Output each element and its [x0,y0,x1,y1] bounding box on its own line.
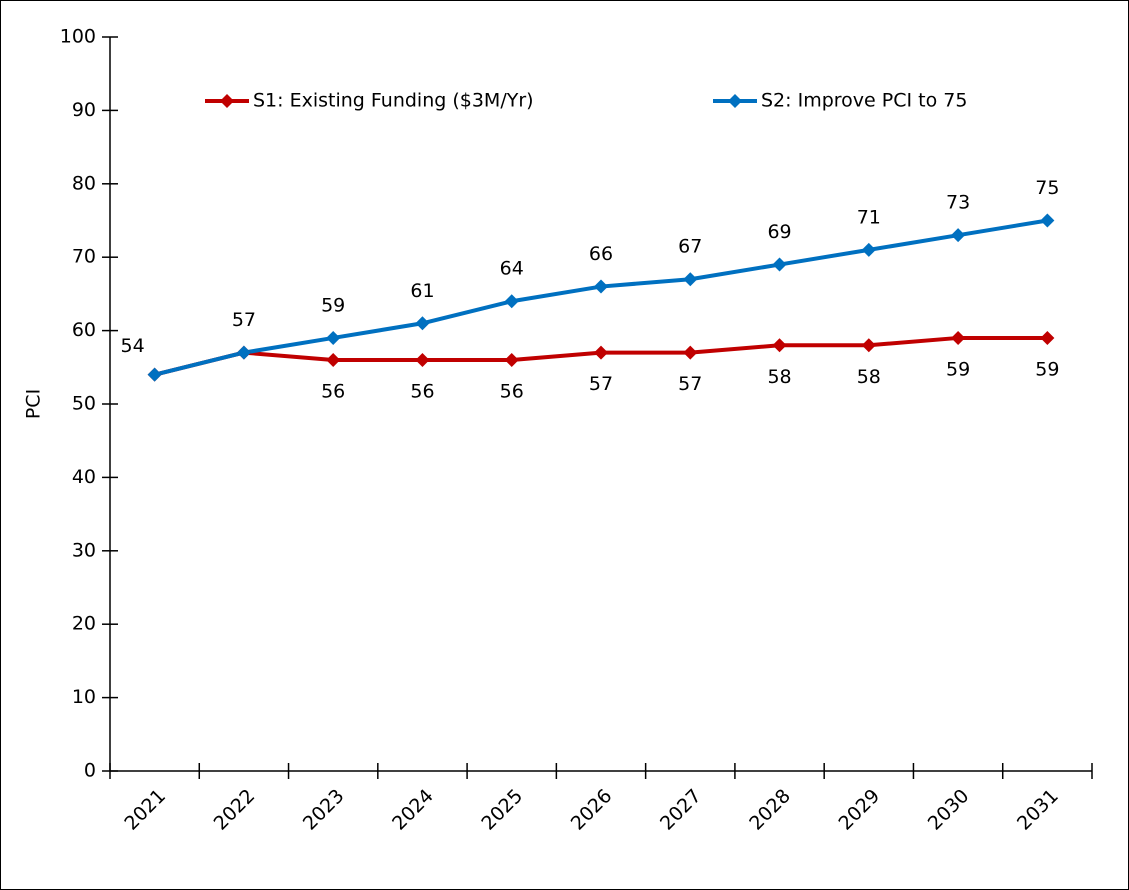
y-tick-label: 70 [72,246,96,268]
point [326,352,341,367]
point [504,352,519,367]
data-label: 56 [500,380,524,402]
point [1040,213,1055,228]
data-label: 69 [767,221,791,243]
point [951,228,966,243]
y-tick-label: 30 [72,539,96,561]
point [772,257,787,272]
y-axis-label: PCI [23,389,45,419]
y-tick-label: 20 [72,613,96,635]
data-label: 59 [946,358,970,380]
legend-label: S2: Improve PCI to 75 [761,90,967,112]
data-label: 54 [121,335,145,357]
point [861,242,876,257]
data-label: 75 [1035,177,1059,199]
y-tick-label: 60 [72,319,96,341]
data-label: 58 [857,366,881,388]
legend-marker [728,94,742,108]
data-label: 59 [321,294,345,316]
data-label: 67 [678,236,702,258]
data-label: 59 [1035,358,1059,380]
point [772,338,787,353]
y-tick-label: 100 [60,26,96,48]
data-label: 58 [767,366,791,388]
point [415,316,430,331]
point [594,345,608,360]
data-label: 57 [589,373,613,395]
data-label: 57 [232,309,256,331]
legend-label: S1: Existing Funding ($3M/Yr) [253,90,534,112]
data-label: 61 [410,280,434,302]
y-tick-label: 80 [72,172,96,194]
y-tick-label: 10 [72,686,96,708]
y-tick-label: 40 [72,466,96,488]
point [504,294,519,309]
point [951,330,966,345]
point [1040,330,1055,345]
data-label: 56 [410,380,434,402]
point [683,272,698,287]
point [415,352,430,367]
data-label: 64 [500,258,524,280]
point [147,367,162,382]
data-label: 57 [678,373,702,395]
data-label: 73 [946,192,970,214]
data-label: 56 [321,380,345,402]
point [326,330,341,345]
y-tick-label: 0 [84,760,96,782]
y-tick-label: 50 [72,393,96,415]
point [594,279,608,294]
data-label: 71 [857,206,881,228]
point [683,345,698,360]
y-tick-label: 90 [72,99,96,121]
legend-marker [220,94,234,108]
point [861,338,876,353]
data-label: 66 [589,243,613,265]
point [236,345,251,360]
